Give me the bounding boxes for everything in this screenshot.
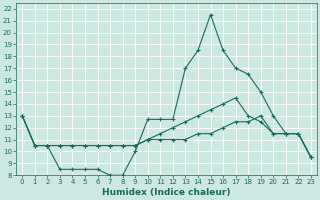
X-axis label: Humidex (Indice chaleur): Humidex (Indice chaleur) [102,188,231,197]
